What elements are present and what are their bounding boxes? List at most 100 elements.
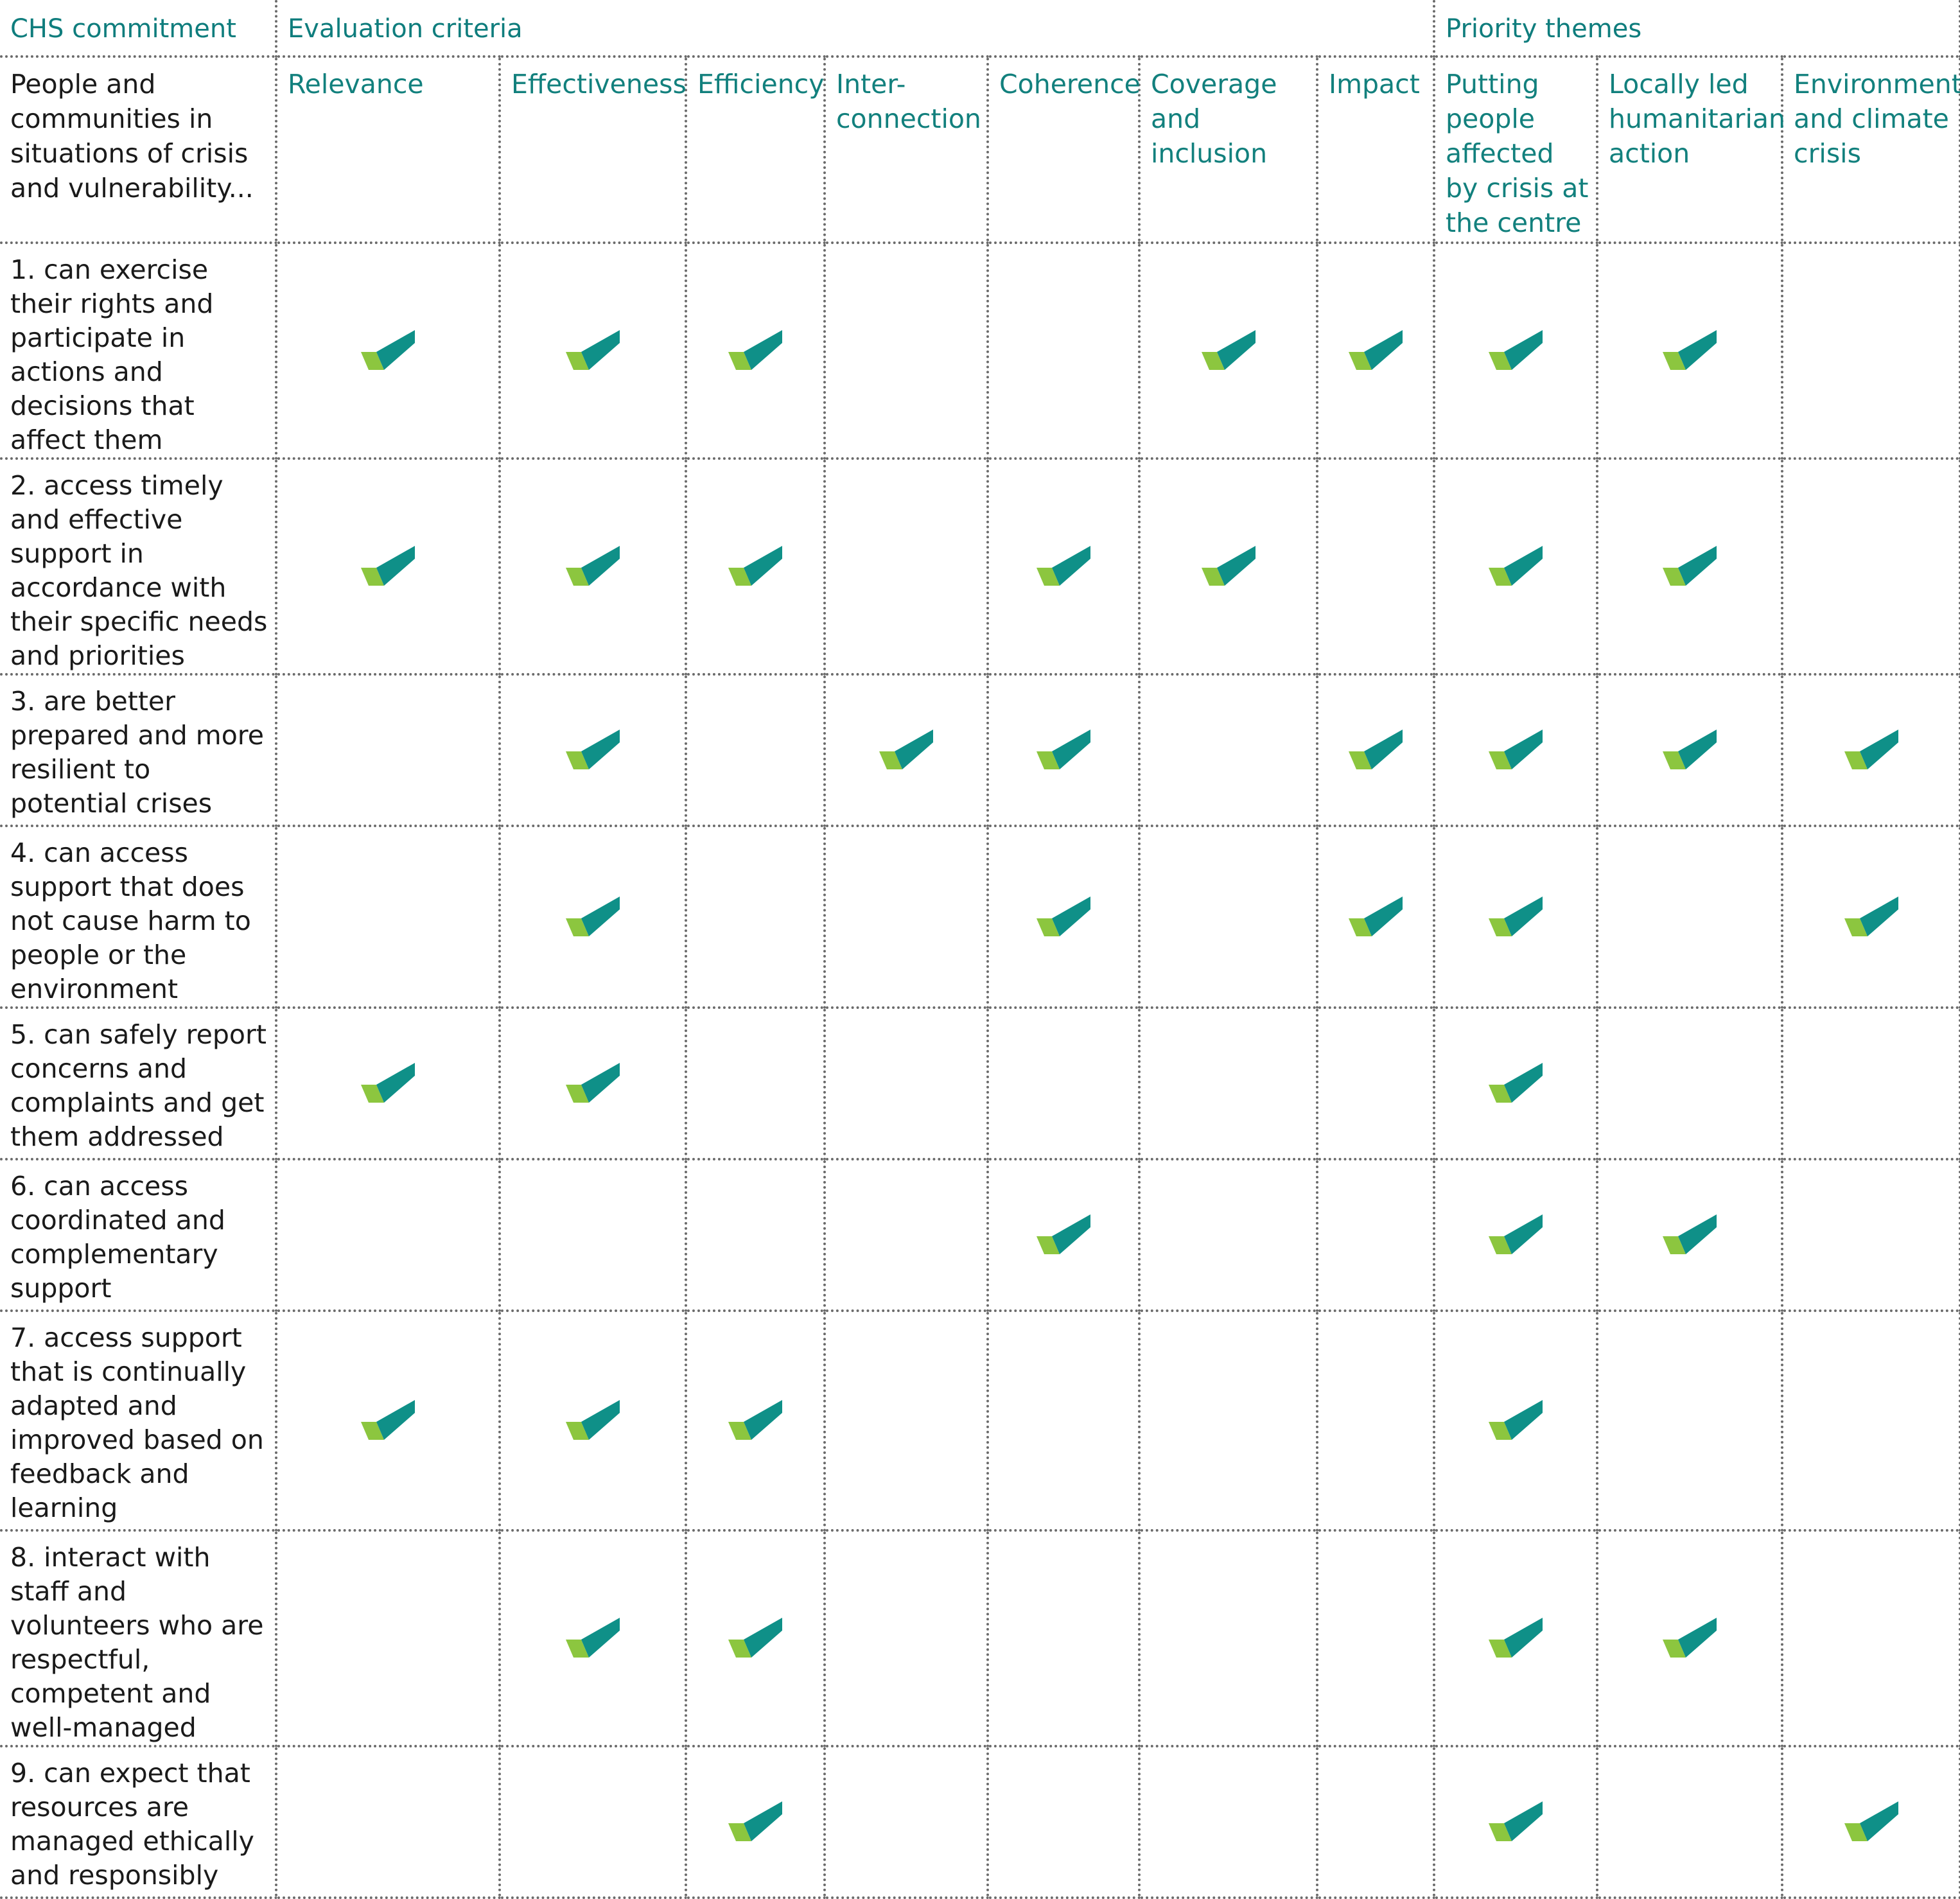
- commitment-rows: 1. can exercise their rights and partici…: [0, 243, 1960, 1899]
- checkmark-icon: [361, 546, 415, 587]
- checkmark-icon: [566, 896, 620, 938]
- commitment-label: 6. can access coordinated and complement…: [0, 1158, 276, 1311]
- column-header-putting-people-at-centre: Putting people affected by crisis at the…: [1433, 55, 1598, 244]
- matrix-cell: [986, 1529, 1139, 1746]
- matrix-cell: [1781, 673, 1960, 826]
- matrix-cell: [685, 825, 825, 1008]
- checkmark-icon: [1349, 730, 1403, 771]
- commitment-label: 7. access support that is continually ad…: [0, 1309, 276, 1530]
- matrix-cell: [498, 673, 686, 826]
- column-header-impact: Impact: [1315, 55, 1435, 244]
- matrix-cell: [1596, 1006, 1783, 1159]
- matrix-cell: [1315, 825, 1435, 1008]
- matrix-cell: [1781, 1006, 1960, 1159]
- matrix-cell: [1138, 243, 1317, 459]
- commitment-row: 2. access timely and effective support i…: [0, 457, 1960, 674]
- checkmark-icon: [1663, 1618, 1717, 1659]
- matrix-cell: [1596, 1158, 1783, 1311]
- checkmark-icon: [566, 546, 620, 587]
- evaluation-criteria-heading: Evaluation criteria: [274, 0, 1435, 57]
- matrix-cell: [1781, 243, 1960, 459]
- checkmark-icon: [1201, 330, 1256, 371]
- matrix-cell: [1315, 1158, 1435, 1311]
- checkmark-icon: [1663, 330, 1717, 371]
- checkmark-icon: [1037, 896, 1090, 938]
- commitment-label: 3. are better prepared and more resilien…: [0, 673, 276, 826]
- matrix-cell: [1433, 243, 1598, 459]
- checkmark-icon: [728, 1400, 782, 1441]
- matrix-cell: [1315, 1745, 1435, 1899]
- checkmark-icon: [1663, 1214, 1717, 1256]
- checkmark-icon: [361, 330, 415, 371]
- matrix-cell: [986, 825, 1139, 1008]
- matrix-cell: [986, 457, 1139, 674]
- matrix-cell: [823, 1006, 988, 1159]
- matrix-cell: [275, 825, 500, 1008]
- matrix-cell: [1596, 243, 1783, 459]
- matrix-cell: [1781, 1745, 1960, 1899]
- column-header-coverage-and-inclusion: Coverage and inclusion: [1138, 55, 1317, 244]
- checkmark-icon: [1201, 546, 1256, 587]
- matrix-cell: [498, 1745, 686, 1899]
- checkmark-icon: [1489, 1063, 1543, 1104]
- matrix-cell: [1138, 1006, 1317, 1159]
- checkmark-icon: [728, 546, 782, 587]
- checkmark-icon: [566, 1400, 620, 1441]
- commitment-label: 1. can exercise their rights and partici…: [10, 254, 214, 455]
- matrix-cell: [1781, 1529, 1960, 1746]
- intro-text: People and communities in situations of …: [0, 55, 276, 244]
- checkmark-icon: [728, 1618, 782, 1659]
- matrix-cell: [1596, 457, 1783, 674]
- matrix-cell: [275, 1745, 500, 1899]
- checkmark-icon: [1663, 730, 1717, 771]
- commitment-row: 1. can exercise their rights and partici…: [0, 243, 1960, 459]
- checkmark-icon: [1037, 1214, 1090, 1256]
- matrix-cell: [1781, 1309, 1960, 1530]
- commitment-row: 4. can access support that does not caus…: [0, 825, 1960, 1008]
- checkmark-icon: [728, 330, 782, 371]
- matrix-cell: [1315, 243, 1435, 459]
- matrix-cell: [1596, 1745, 1783, 1899]
- priority-themes-heading: Priority themes: [1433, 0, 1960, 57]
- checkmark-icon: [1663, 546, 1717, 587]
- checkmark-icon: [1489, 330, 1543, 371]
- checkmark-icon: [1844, 896, 1898, 938]
- matrix-cell: [1433, 1006, 1598, 1159]
- column-header-efficiency: Efficiency: [685, 55, 825, 244]
- matrix-cell: [275, 1158, 500, 1311]
- matrix-cell: [685, 1006, 825, 1159]
- matrix-cell: [823, 1529, 988, 1746]
- matrix-cell: [1138, 1529, 1317, 1746]
- matrix-cell: [1138, 1309, 1317, 1530]
- checkmark-icon: [1844, 730, 1898, 771]
- matrix-cell: [1433, 1529, 1598, 1746]
- checkmark-icon: [1037, 730, 1090, 771]
- matrix-cell: [823, 1309, 988, 1530]
- matrix-cell: [986, 1158, 1139, 1311]
- matrix-cell: [685, 673, 825, 826]
- matrix-cell: [1315, 1529, 1435, 1746]
- matrix-cell: [1781, 1158, 1960, 1311]
- matrix-cell: [498, 1309, 686, 1530]
- commitment-row: 7. access support that is continually ad…: [0, 1309, 1960, 1530]
- matrix-cell: [823, 457, 988, 674]
- checkmark-icon: [1489, 1801, 1543, 1842]
- matrix-cell: [986, 243, 1139, 459]
- column-header-environment-climate: Environment and climate crisis: [1781, 55, 1960, 244]
- matrix-cell: [986, 673, 1139, 826]
- commitment-label: 8. interact with staff and volunteers wh…: [0, 1529, 276, 1746]
- checkmark-icon: [1844, 1801, 1898, 1842]
- matrix-cell: [685, 457, 825, 674]
- matrix-cell: [685, 1309, 825, 1530]
- checkmark-icon: [1349, 896, 1403, 938]
- matrix-cell: [1433, 1309, 1598, 1530]
- checkmark-icon: [1349, 330, 1403, 371]
- column-header-effectiveness: Effectiveness: [498, 55, 687, 244]
- column-header-locally-led-action: Locally led humanitarian action: [1596, 55, 1785, 244]
- matrix-cell: [275, 1006, 500, 1159]
- matrix-cell: [986, 1309, 1139, 1530]
- commitment-label: 9. can expect that resources are managed…: [0, 1745, 276, 1899]
- matrix-cell: [275, 243, 500, 459]
- matrix-cell: [1781, 457, 1960, 674]
